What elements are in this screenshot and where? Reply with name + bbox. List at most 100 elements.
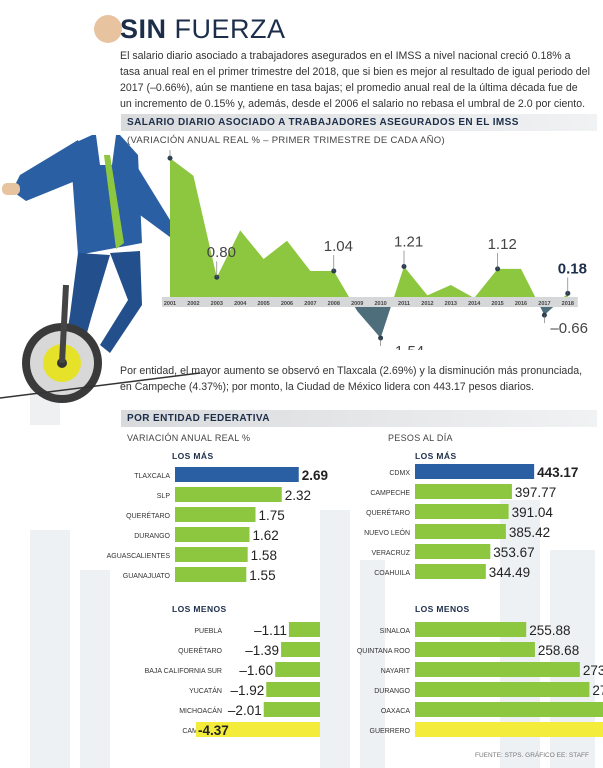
bar-value-label: 397.77 [515, 485, 556, 500]
bar-category-label: CAMPECHE [370, 490, 410, 497]
data-value-label: 1.12 [488, 236, 517, 253]
year-tick-label: 2011 [398, 301, 410, 307]
bar-value-label: 255.88 [529, 623, 570, 638]
bar-category-label: MICHOACÁN [179, 706, 222, 715]
left-top-group-label: LOS MÁS [172, 451, 214, 461]
bar-rect [175, 527, 250, 542]
bar-rect [415, 564, 486, 579]
bar-rect [415, 702, 603, 717]
bar-value-label: –1.92 [230, 683, 264, 698]
bar-value-label: 273.18 [583, 663, 603, 678]
bar-rect [175, 487, 282, 502]
bar-rect [415, 722, 603, 737]
state-bar-charts: TLAXCALA 2.69 SLP 2.32 QUERÉTARO 1.75 DURANGO 1… [107, 464, 603, 738]
left-arm-shape [12, 140, 90, 201]
year-tick-label: 2006 [281, 301, 293, 307]
bar-rect [415, 544, 491, 559]
year-tick-label: 2004 [234, 301, 247, 307]
bar-value-label: 391.04 [512, 505, 554, 520]
section1-heading: SALARIO DIARIO ASOCIADO A TRABAJADORES A… [121, 114, 597, 131]
bar-category-label: QUERÉTARO [178, 646, 222, 655]
salary-variation-area-chart: 2001 2002 2003 2004 2005 2006 2007 2008 2009 2010… [162, 150, 588, 350]
bar-category-label: VERACRUZ [371, 550, 410, 557]
bar-rect [281, 642, 320, 657]
bar-value-label: –1.60 [239, 663, 273, 678]
bar-category-label: SLP [157, 493, 171, 500]
title-bold-word: SIN [120, 14, 167, 44]
bar-rect [415, 682, 590, 697]
bar-category-label: NUEVO LEÓN [364, 528, 410, 537]
bar-rect [175, 507, 256, 522]
bar-rect [175, 547, 248, 562]
year-tick-label: 2017 [538, 301, 550, 307]
bar-rect [266, 682, 320, 697]
bar-rect [415, 642, 535, 657]
data-point-marker [495, 266, 501, 272]
year-tick-label: 2001 [164, 301, 176, 307]
data-value-label: 0.80 [207, 244, 236, 261]
suit-torso-shape [70, 135, 142, 255]
data-point-marker [378, 335, 384, 341]
left-hand-shape [2, 183, 20, 195]
year-tick-label: 2005 [257, 301, 269, 307]
bar-category-label: QUINTANA ROO [357, 648, 411, 655]
section1-subheading: (VARIACIÓN ANUAL REAL % – PRIMER TRIMEST… [127, 135, 445, 146]
bar-value-label: 443.17 [537, 465, 578, 480]
bar-value-label: 258.68 [538, 643, 579, 658]
bar-value-label: 344.49 [489, 565, 530, 580]
data-point-marker [401, 264, 407, 270]
shirt-collar-shape [96, 135, 116, 165]
bar-rect [288, 622, 320, 637]
bar-value-label: 1.62 [253, 528, 279, 543]
bar-category-label: BAJA CALIFORNIA SUR [145, 668, 222, 675]
year-tick-label: 2016 [515, 301, 527, 307]
right-leg-shape [100, 251, 142, 353]
area-negative-fill [170, 298, 568, 339]
tightrope-line-shape [0, 372, 200, 399]
bar-rect [263, 702, 320, 717]
year-tick-label: 2012 [421, 301, 433, 307]
bar-value-label: 2.32 [285, 488, 311, 503]
year-tick-label: 2013 [445, 301, 457, 307]
data-value-label: 1.04 [324, 238, 353, 255]
bar-value-label: –1.11 [254, 623, 287, 638]
data-value-label: –0.66 [550, 320, 588, 337]
bar-value-label: -4.37 [198, 723, 229, 738]
area-positive-fill [170, 158, 568, 298]
bar-rect [415, 504, 509, 519]
bar-category-label: SINALOA [380, 628, 411, 635]
bar-category-label: GUERRERO [370, 728, 411, 735]
bar-category-label: QUERÉTARO [126, 511, 170, 520]
bar-category-label: CDMX [389, 470, 410, 477]
right-bottom-group-label: LOS MENOS [415, 604, 470, 614]
year-tick-label: 2014 [468, 301, 481, 307]
bar-value-label: 1.75 [259, 508, 285, 523]
year-tick-label: 2007 [304, 301, 316, 307]
bar-category-label: AGUASCALIENTES [107, 553, 171, 560]
unicycle-businessman-illustration [0, 15, 200, 425]
bar-rect [415, 662, 580, 677]
bar-category-label: GUANAJUATO [123, 573, 171, 580]
right-panel-label: PESOS AL DÍA [388, 433, 453, 443]
year-tick-label: 2010 [374, 301, 386, 307]
bar-rect [415, 464, 535, 479]
intro-paragraph: El salario diario asociado a trabajadore… [120, 50, 590, 110]
bar-value-label: 353.67 [493, 545, 534, 560]
year-tick-label: 2009 [351, 301, 363, 307]
year-tick-label: 2003 [211, 301, 223, 307]
bar-value-label: 1.55 [249, 568, 275, 583]
bar-value-label: 385.42 [509, 525, 550, 540]
right-top-group-label: LOS MÁS [415, 451, 457, 461]
bar-rect [196, 722, 320, 737]
bar-category-label: COAHUILA [374, 570, 410, 577]
head-shape [94, 15, 122, 43]
source-note: FUENTE: STPS. GRÁFICO EE: STAFF [474, 752, 589, 759]
year-tick-label: 2015 [491, 301, 503, 307]
bar-rect [175, 467, 299, 482]
bar-category-label: PUEBLA [194, 628, 222, 635]
unicycle-post-shape [59, 284, 69, 364]
data-value-label: 0.18 [558, 260, 587, 277]
data-value-label: –1.54 [387, 343, 425, 350]
bar-category-label: OAXACA [381, 708, 411, 715]
year-tick-label: 2008 [328, 301, 340, 307]
